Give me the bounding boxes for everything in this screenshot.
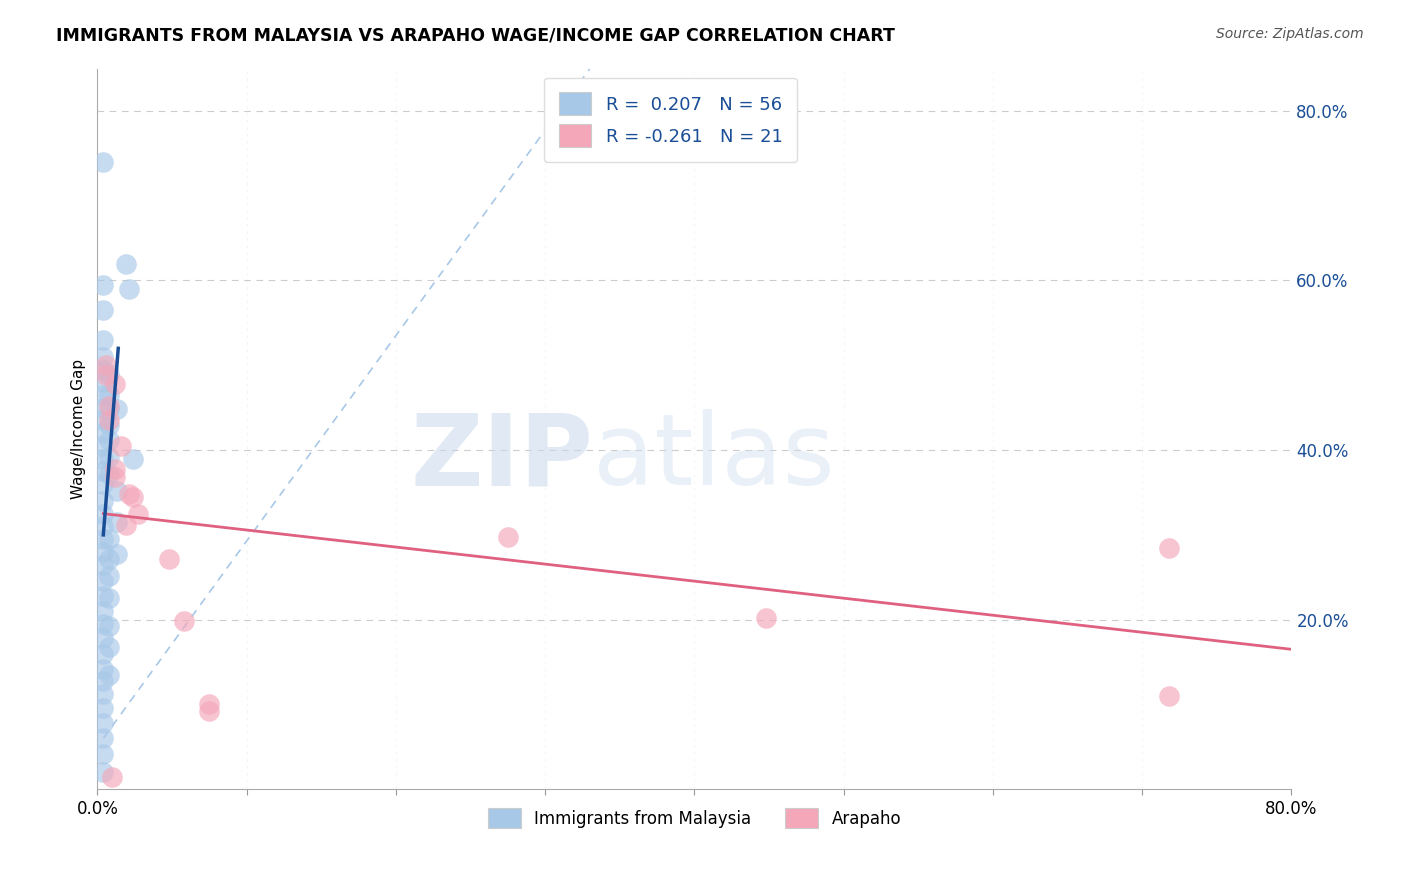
Point	[98, 667, 121, 681]
Point	[91, 662, 114, 676]
Point	[91, 589, 114, 603]
Point	[91, 426, 114, 441]
Point	[101, 770, 124, 784]
Point	[98, 568, 121, 582]
Point	[91, 747, 114, 761]
Point	[98, 591, 121, 606]
Point	[91, 477, 114, 491]
Point	[114, 517, 136, 532]
Text: ZIP: ZIP	[411, 409, 593, 506]
Point	[91, 277, 114, 292]
Point	[91, 494, 114, 508]
Point	[91, 545, 114, 559]
Point	[91, 616, 114, 631]
Point	[198, 698, 221, 712]
Point	[91, 716, 114, 731]
Point	[98, 433, 121, 447]
Point	[105, 547, 128, 561]
Point	[91, 647, 114, 661]
Point	[157, 551, 180, 566]
Point	[104, 461, 127, 475]
Point	[110, 439, 132, 453]
Point	[98, 467, 121, 481]
Point	[104, 470, 127, 484]
Point	[98, 388, 121, 402]
Point	[98, 532, 121, 546]
Point	[91, 558, 114, 572]
Point	[98, 450, 121, 464]
Point	[91, 731, 114, 746]
Point	[98, 417, 121, 432]
Point	[122, 451, 145, 466]
Point	[91, 574, 114, 589]
Point	[96, 359, 118, 373]
Point	[105, 483, 128, 498]
Point	[114, 256, 136, 270]
Point	[105, 402, 128, 417]
Point	[1157, 689, 1180, 703]
Point	[104, 376, 127, 391]
Point	[91, 439, 114, 453]
Text: Source: ZipAtlas.com: Source: ZipAtlas.com	[1216, 27, 1364, 41]
Point	[91, 765, 114, 780]
Point	[91, 464, 114, 478]
Point	[496, 530, 519, 544]
Point	[96, 368, 118, 383]
Point	[91, 632, 114, 646]
Point	[91, 687, 114, 701]
Point	[91, 507, 114, 521]
Point	[91, 451, 114, 466]
Point	[98, 619, 121, 633]
Point	[91, 604, 114, 618]
Point	[98, 399, 121, 413]
Y-axis label: Wage/Income Gap: Wage/Income Gap	[72, 359, 86, 499]
Point	[91, 701, 114, 715]
Point	[118, 487, 141, 501]
Point	[91, 362, 114, 376]
Point	[98, 413, 121, 427]
Point	[98, 640, 121, 654]
Point	[91, 376, 114, 390]
Legend: Immigrants from Malaysia, Arapaho: Immigrants from Malaysia, Arapaho	[481, 801, 908, 835]
Point	[98, 551, 121, 566]
Point	[91, 519, 114, 533]
Point	[98, 367, 121, 381]
Text: IMMIGRANTS FROM MALAYSIA VS ARAPAHO WAGE/INCOME GAP CORRELATION CHART: IMMIGRANTS FROM MALAYSIA VS ARAPAHO WAGE…	[56, 27, 896, 45]
Point	[198, 704, 221, 718]
Point	[91, 673, 114, 688]
Text: atlas: atlas	[593, 409, 835, 506]
Point	[91, 532, 114, 546]
Point	[98, 402, 121, 417]
Point	[127, 507, 149, 521]
Point	[91, 303, 114, 318]
Point	[122, 490, 145, 504]
Point	[91, 413, 114, 427]
Point	[91, 333, 114, 347]
Point	[755, 611, 778, 625]
Point	[173, 615, 195, 629]
Point	[91, 388, 114, 402]
Point	[91, 154, 114, 169]
Point	[91, 401, 114, 415]
Point	[91, 350, 114, 364]
Point	[118, 282, 141, 296]
Point	[105, 515, 128, 529]
Point	[1157, 541, 1180, 555]
